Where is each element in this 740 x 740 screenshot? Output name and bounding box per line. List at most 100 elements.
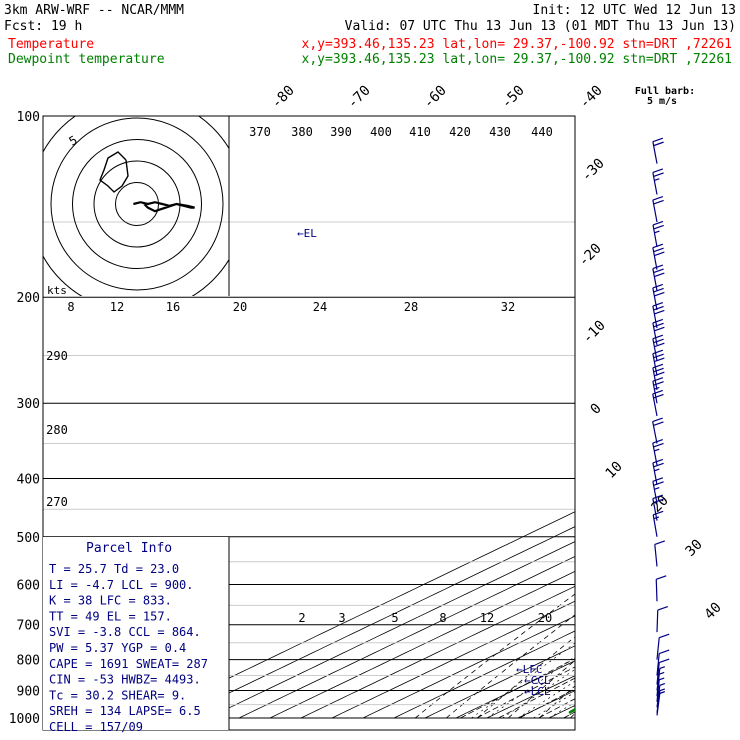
parcel-info-row: PW = 5.37 YGP = 0.4	[49, 641, 186, 655]
wind-barb-flag	[653, 353, 664, 359]
sounding-series	[568, 605, 729, 714]
isotherm-line	[424, 645, 575, 719]
parcel-info-box: Parcel Info T = 25.7 Td = 23.0 LI = -4.7 …	[43, 537, 230, 734]
wind-barb-flag	[653, 287, 664, 293]
wind-barb	[656, 677, 665, 702]
wind-barb-flag	[653, 421, 664, 427]
forecast-hour: Fcst: 19 h	[4, 19, 82, 34]
wind-barb-flag	[654, 326, 665, 332]
temperature-label-40: 40	[702, 600, 725, 623]
hodograph-speed-tick-24: 24	[313, 300, 327, 314]
hodograph: 5	[43, 116, 229, 296]
mixing-ratio-line	[538, 698, 575, 719]
wind-barb-staff	[656, 685, 661, 708]
isotherm-line	[611, 116, 740, 718]
dewpoint-point	[680, 642, 681, 643]
wind-barb-staff	[656, 653, 660, 676]
wind-barb-flag	[654, 386, 660, 390]
pressure-label-200: 200	[17, 291, 40, 306]
temperature-point	[687, 642, 688, 643]
hodograph-speed-tick-32: 32	[501, 300, 515, 314]
dewpoint-point	[728, 605, 729, 606]
level-markers: ←EL ←LFC ←CCL ←LCL	[297, 227, 551, 698]
wind-barb-flag	[654, 230, 660, 234]
temperature-label--70: -70	[345, 83, 374, 112]
wind-barb-flag	[654, 178, 660, 181]
temperature-point	[719, 624, 720, 625]
theta-label-400: 400	[370, 125, 392, 139]
theta-label-270: 270	[46, 495, 68, 509]
wind-barb-flag	[656, 575, 667, 580]
wind-barb-flag	[654, 309, 665, 315]
wind-barb	[652, 417, 664, 444]
temperature-label--10: -10	[580, 318, 609, 347]
wind-barb-flag	[653, 381, 664, 386]
wind-barb	[652, 220, 664, 248]
valid-time: Valid: 07 UTC Thu 13 Jun 13 (01 MDT Thu …	[345, 19, 736, 34]
parcel-info-title: Parcel Info	[86, 541, 172, 556]
wind-barb	[652, 195, 664, 223]
mixing-ratio-line	[476, 666, 575, 719]
mixing-ratio-label-20: 20	[538, 611, 552, 625]
wind-barb-flag	[652, 417, 663, 423]
isotherm-line	[486, 675, 575, 719]
wind-barb	[652, 243, 665, 270]
hodograph-speed-tick-12: 12	[110, 300, 124, 314]
init-time: Init: 12 UTC Wed 12 Jun 13	[533, 3, 737, 18]
wind-barb-flag	[653, 393, 664, 399]
hodograph-ring	[72, 139, 202, 269]
wind-barb-flag	[654, 251, 665, 257]
parcel-info-rows: T = 25.7 Td = 23.0 LI = -4.7 LCL = 900. K …	[49, 562, 208, 734]
parcel-info-row: SREH = 134 LAPSE= 6.5	[49, 704, 201, 718]
wind-barb-flag	[652, 438, 663, 444]
mixing-ratio-label-2: 2	[298, 611, 305, 625]
parcel-info-row: SVI = -3.8 CCL = 864.	[49, 625, 201, 639]
wind-barb-flag	[652, 283, 664, 289]
theta-label-410: 410	[409, 125, 431, 139]
temperature-point	[610, 690, 611, 691]
wind-barb-flag	[653, 322, 664, 328]
parcel-info-row: CAPE = 1691 SWEAT= 287	[49, 657, 208, 671]
temperature-label--30: -30	[579, 156, 608, 185]
dewpoint-point	[568, 712, 570, 714]
isotherm-line	[269, 570, 575, 719]
hodograph-speed-tick-8: 8	[67, 300, 74, 314]
barb-legend-line2: 5 m/s	[647, 96, 677, 107]
dewpoint-point	[582, 704, 583, 705]
wind-barb-flag	[653, 516, 660, 520]
wind-barb-flag	[659, 677, 665, 681]
plot-border	[42, 115, 576, 731]
wind-barb	[652, 377, 664, 404]
wind-barb	[656, 691, 666, 716]
dewpoint-legend: Dewpoint temperature	[8, 52, 165, 67]
wind-barb	[652, 283, 665, 311]
dry-adiabat-line	[725, 116, 740, 718]
temperature-label--20: -20	[576, 241, 605, 270]
wind-barb-flag	[653, 442, 664, 448]
dry-adiabat-line	[476, 636, 575, 719]
isotherm-line	[362, 615, 575, 719]
header: 3km ARW-WRF -- NCAR/MMM Init: 12 UTC Wed…	[4, 3, 736, 67]
pressure-label-600: 600	[17, 578, 40, 593]
wind-barb-flag	[652, 137, 664, 143]
temperature-label--80: -80	[269, 83, 298, 112]
wind-barb	[652, 477, 664, 504]
parcel-info-row: CIN = -53 HWBZ= 4493.	[49, 673, 201, 687]
hodograph-ring-label: 5	[67, 133, 80, 149]
dewpoint-point	[606, 690, 607, 691]
pressure-label-500: 500	[17, 531, 40, 546]
barb-legend-line1: Full barb:	[635, 86, 695, 97]
wind-barb	[652, 510, 664, 537]
moist-adiabat-line	[533, 691, 575, 719]
wind-barb	[652, 301, 665, 329]
wind-barb-flag	[653, 367, 664, 373]
wind-barb	[652, 458, 664, 486]
temperature-location: x,y=393.46,135.23 lat,lon= 29.37,-100.92…	[302, 37, 732, 52]
dewpoint-point	[705, 624, 706, 625]
wind-barb-staff	[656, 693, 661, 716]
wind-barbs	[652, 137, 670, 716]
wind-barb-flag	[653, 305, 664, 311]
wind-barb-flag	[652, 301, 664, 307]
wind-barb-flag	[653, 199, 664, 205]
wind-barb-flag	[653, 498, 664, 504]
